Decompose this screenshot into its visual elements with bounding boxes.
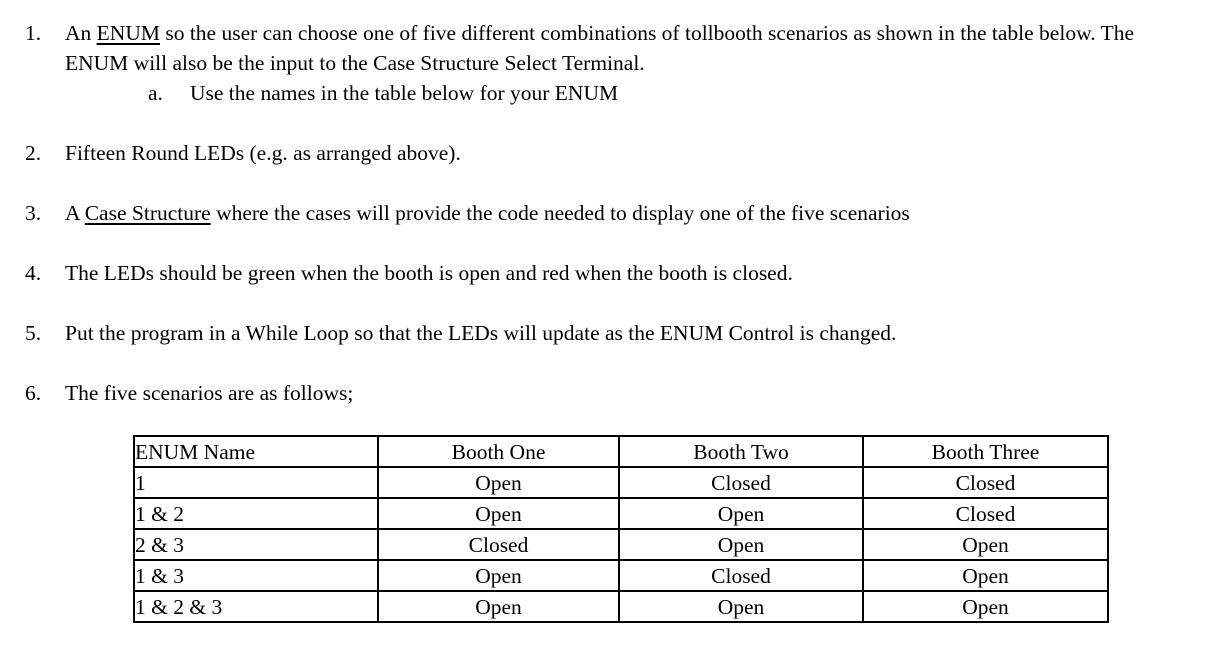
list-item-3: 3. A Case Structure where the cases will … [25,198,1187,228]
list-item-text: Put the program in a While Loop so that … [65,318,1185,348]
list-item-number: 1. [25,21,42,45]
list-item-number: 5. [25,321,42,345]
table-cell: Open [377,466,620,499]
text-segment: An [65,21,97,45]
table-cell: Open [377,497,620,530]
list-item-row: 6. The five scenarios are as follows; [25,378,1187,408]
list-item-6: 6. The five scenarios are as follows; [25,378,1187,408]
list-item-2: 2. Fifteen Round LEDs (e.g. as arranged a… [25,138,1187,168]
sub-item-text: Use the names in the table below for you… [190,81,619,105]
list-item-text: The LEDs should be green when the booth … [65,258,1185,288]
table-cell: Closed [377,528,620,561]
table-row: 1 Open Closed Closed [133,466,1109,499]
list-item-row: 1. An ENUM so the user can choose one of … [25,18,1187,78]
list-item-number: 3. [25,201,42,225]
table-cell: Open [862,590,1109,623]
text-segment: A [65,201,85,225]
table-cell: 1 [133,466,379,499]
list-item-number: 4. [25,261,42,285]
table-header-cell: ENUM Name [133,435,379,468]
table-cell: Closed [618,559,864,592]
table-cell: Open [862,528,1109,561]
text-segment: The LEDs should be green when the booth … [65,261,793,285]
list-item-4: 4. The LEDs should be green when the boot… [25,258,1187,288]
table-header-cell: Booth One [377,435,620,468]
text-segment: so the user can choose one of five diffe… [65,21,1134,75]
table-cell: Open [618,590,864,623]
list-item-text: A Case Structure where the cases will pr… [65,198,1185,228]
table-cell: 2 & 3 [133,528,379,561]
table-header-cell: Booth Two [618,435,864,468]
list-item-text: The five scenarios are as follows; [65,378,1185,408]
table-row: 2 & 3 Closed Open Open [133,528,1109,561]
scenario-table: ENUM Name Booth One Booth Two Booth Three 1 O… [133,435,1109,623]
table-cell: Open [618,528,864,561]
sub-list-item: a. Use the names in the table below for y… [148,78,1187,108]
table-row: 1 & 2 & 3 Open Open Open [133,590,1109,623]
table-cell: Closed [618,466,864,499]
table-header-row: ENUM Name Booth One Booth Two Booth Three [133,435,1109,468]
table-cell: 1 & 2 [133,497,379,530]
table-cell: Open [618,497,864,530]
table-cell: Open [862,559,1109,592]
table-row: 1 & 3 Open Closed Open [133,559,1109,592]
list-item-row: 3. A Case Structure where the cases will … [25,198,1187,228]
underlined-text: Case Structure [84,201,211,225]
text-segment: Put the program in a While Loop so that … [65,321,897,345]
table-cell: 1 & 3 [133,559,379,592]
sub-item-letter: a. [148,81,163,105]
table-cell: Open [377,559,620,592]
table-cell: Closed [862,466,1109,499]
list-item-row: 4. The LEDs should be green when the boot… [25,258,1187,288]
table-cell: Open [377,590,620,623]
list-item-1: 1. An ENUM so the user can choose one of … [25,18,1187,108]
text-segment: Fifteen Round LEDs (e.g. as arranged abo… [65,141,461,165]
list-item-row: 5. Put the program in a While Loop so tha… [25,318,1187,348]
list-item-5: 5. Put the program in a While Loop so tha… [25,318,1187,348]
list-item-text: An ENUM so the user can choose one of fi… [65,18,1185,78]
underlined-text: ENUM [96,21,160,45]
table-cell: 1 & 2 & 3 [133,590,379,623]
list-item-text: Fifteen Round LEDs (e.g. as arranged abo… [65,138,1185,168]
list-item-number: 2. [25,141,42,165]
list-item-number: 6. [25,381,42,405]
table-row: 1 & 2 Open Open Closed [133,497,1109,530]
text-segment: The five scenarios are as follows; [65,381,354,405]
text-segment: where the cases will provide the code ne… [210,201,910,225]
table-cell: Closed [862,497,1109,530]
list-item-row: 2. Fifteen Round LEDs (e.g. as arranged a… [25,138,1187,168]
table-header-cell: Booth Three [862,435,1109,468]
